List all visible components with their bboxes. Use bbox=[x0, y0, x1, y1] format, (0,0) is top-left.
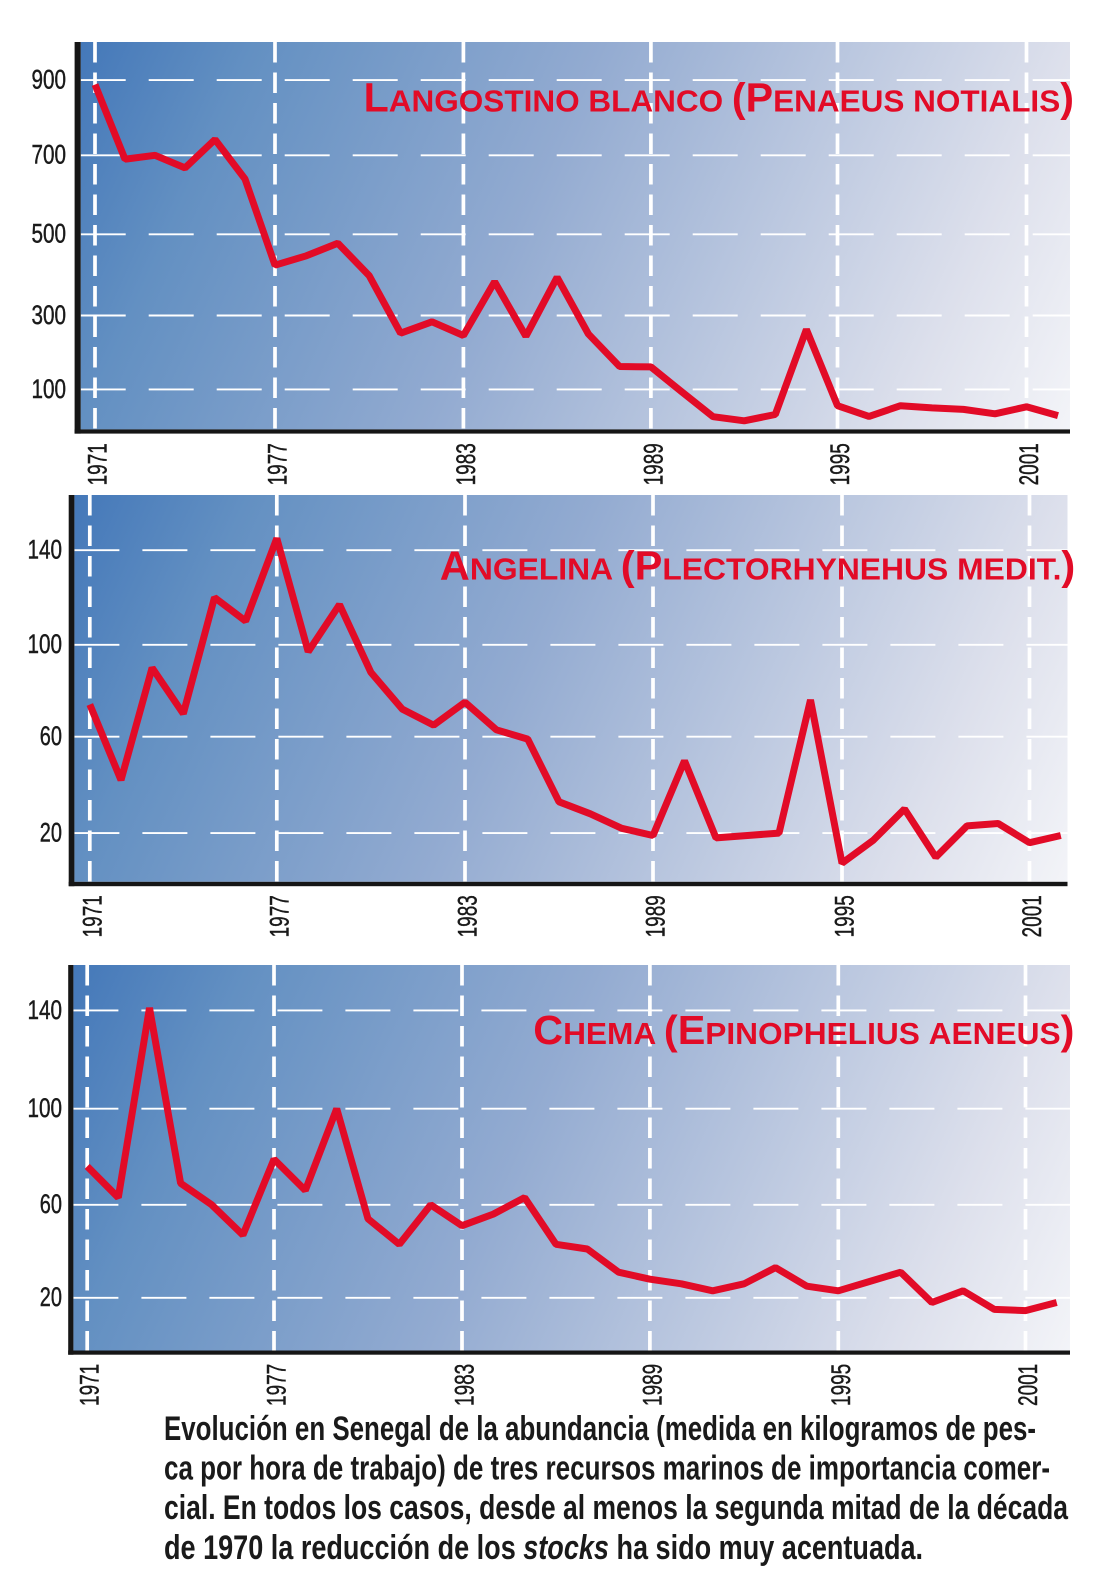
svg-text:900: 900 bbox=[32, 65, 67, 95]
svg-text:1983: 1983 bbox=[451, 443, 481, 485]
svg-text:1983: 1983 bbox=[453, 895, 483, 937]
svg-text:20: 20 bbox=[40, 818, 62, 848]
svg-text:100: 100 bbox=[28, 1093, 63, 1123]
svg-text:1977: 1977 bbox=[262, 1364, 292, 1406]
svg-text:LANGOSTINO BLANCO (PENAEUS NOT: LANGOSTINO BLANCO (PENAEUS NOTIALIS) bbox=[364, 75, 1074, 121]
svg-text:de 1970 la reducción de los st: de 1970 la reducción de los stocks ha si… bbox=[164, 1528, 923, 1567]
svg-text:300: 300 bbox=[32, 300, 67, 330]
svg-text:2001: 2001 bbox=[1013, 1364, 1043, 1406]
svg-text:700: 700 bbox=[32, 140, 67, 170]
svg-text:1989: 1989 bbox=[641, 895, 671, 937]
svg-text:Evolución en Senegal de la abu: Evolución en Senegal de la abundancia (m… bbox=[164, 1410, 1036, 1448]
svg-text:ANGELINA (PLECTORHYNEHUS MEDIT: ANGELINA (PLECTORHYNEHUS MEDIT.) bbox=[440, 543, 1075, 588]
svg-text:1977: 1977 bbox=[264, 895, 294, 937]
svg-text:1995: 1995 bbox=[826, 1364, 856, 1406]
svg-text:1995: 1995 bbox=[825, 443, 855, 485]
svg-text:cial. En todos los casos, desd: cial. En todos los casos, desde al menos… bbox=[164, 1489, 1069, 1527]
svg-text:1971: 1971 bbox=[75, 1364, 105, 1406]
svg-text:60: 60 bbox=[40, 721, 62, 751]
svg-text:140: 140 bbox=[28, 535, 63, 565]
svg-text:1971: 1971 bbox=[77, 895, 107, 937]
svg-text:1995: 1995 bbox=[830, 895, 860, 937]
svg-text:ca por hora de trabajo) de tre: ca por hora de trabajo) de tres recursos… bbox=[164, 1450, 1050, 1488]
svg-text:100: 100 bbox=[28, 629, 63, 659]
svg-text:1971: 1971 bbox=[83, 443, 113, 485]
svg-text:CHEMA (EPINOPHELIUS AENEUS): CHEMA (EPINOPHELIUS AENEUS) bbox=[533, 1007, 1074, 1053]
svg-text:1977: 1977 bbox=[263, 443, 293, 485]
svg-text:100: 100 bbox=[32, 374, 67, 404]
svg-text:1989: 1989 bbox=[637, 1364, 667, 1406]
svg-text:20: 20 bbox=[40, 1282, 62, 1312]
svg-text:140: 140 bbox=[28, 995, 63, 1025]
svg-text:1989: 1989 bbox=[638, 443, 668, 485]
svg-text:60: 60 bbox=[40, 1189, 62, 1219]
svg-text:2001: 2001 bbox=[1014, 443, 1044, 485]
svg-text:2001: 2001 bbox=[1017, 895, 1047, 937]
svg-text:500: 500 bbox=[32, 219, 67, 249]
svg-text:1983: 1983 bbox=[450, 1364, 480, 1406]
